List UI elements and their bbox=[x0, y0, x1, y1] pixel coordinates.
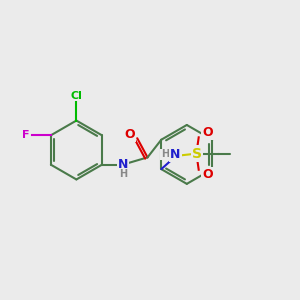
Text: N: N bbox=[118, 158, 128, 171]
Text: H: H bbox=[119, 169, 127, 179]
Text: N: N bbox=[170, 148, 181, 161]
Text: O: O bbox=[124, 128, 135, 141]
Text: S: S bbox=[192, 146, 202, 161]
Text: F: F bbox=[22, 130, 29, 140]
Text: Cl: Cl bbox=[70, 91, 82, 100]
Text: O: O bbox=[202, 126, 213, 140]
Text: H: H bbox=[161, 149, 169, 159]
Text: O: O bbox=[202, 168, 213, 181]
